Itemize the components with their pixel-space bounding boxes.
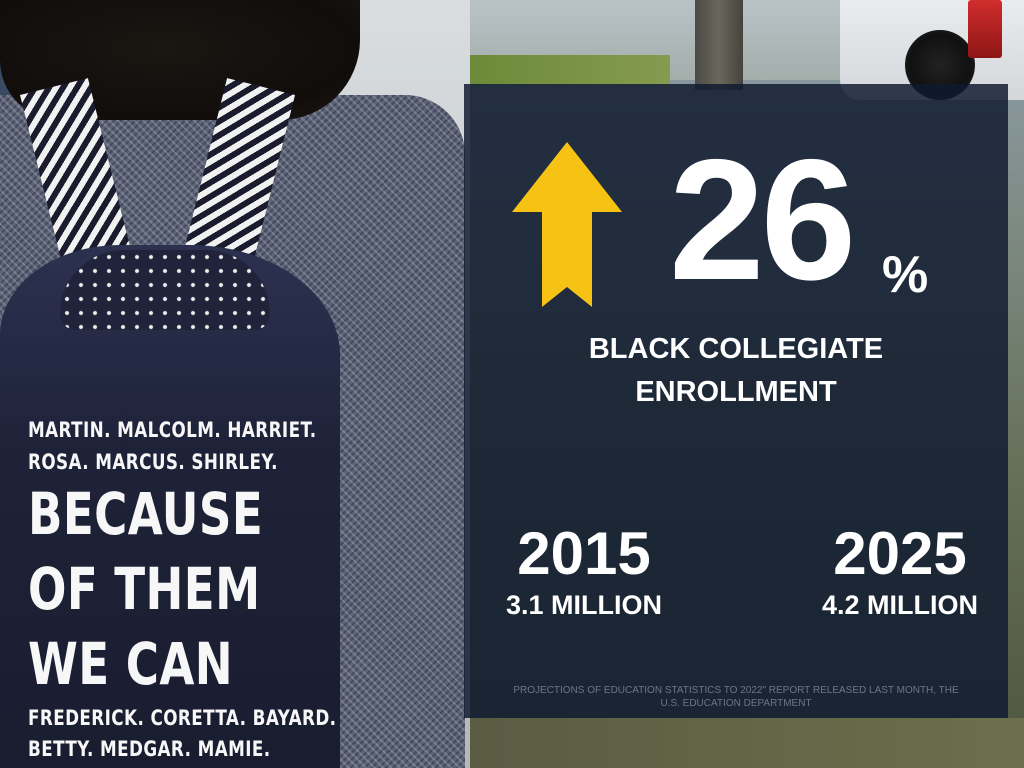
stat-value: 3.1 MILLION	[505, 590, 662, 620]
backpack	[0, 245, 340, 768]
backpack-text-line: FREDERICK. CORETTA. BAYARD.	[28, 706, 337, 730]
stat-2015: 2015 3.1 MILLION	[464, 524, 704, 621]
backpack-text-line: OF THEM	[28, 555, 261, 623]
backpack-text-line: ROSA. MARCUS. SHIRLEY.	[28, 450, 278, 474]
up-arrow-icon	[512, 142, 622, 307]
backpack-pocket	[60, 250, 270, 330]
backpack-text-line: BECAUSE	[28, 480, 264, 548]
lawn	[470, 55, 670, 85]
backpack-text-line: BETTY. MEDGAR. MAMIE.	[28, 737, 271, 761]
tree-trunk	[695, 0, 743, 90]
percent-sign: %	[882, 246, 929, 304]
backpack-text-line: WE CAN	[28, 630, 233, 698]
source-footnote: PROJECTIONS OF EDUCATION STATISTICS TO 2…	[513, 685, 959, 709]
stat-value: 4.2 MILLION	[821, 590, 978, 620]
headline: BLACK COLLEGIATE ENROLLMENT	[464, 328, 1008, 414]
headline-line: ENROLLMENT	[635, 376, 837, 408]
truck-taillight	[968, 0, 1002, 58]
stat-year: 2015	[517, 520, 651, 587]
grass-strip	[470, 718, 1024, 768]
stats-panel: 26 % BLACK COLLEGIATE ENROLLMENT 2015 3.…	[464, 84, 1008, 718]
backpack-text-line: MARTIN. MALCOLM. HARRIET.	[28, 418, 317, 442]
stat-2025: 2025 4.2 MILLION	[780, 524, 1020, 621]
stat-year: 2025	[833, 520, 967, 587]
percent-increase: 26	[669, 124, 856, 316]
headline-line: BLACK COLLEGIATE	[588, 333, 884, 365]
